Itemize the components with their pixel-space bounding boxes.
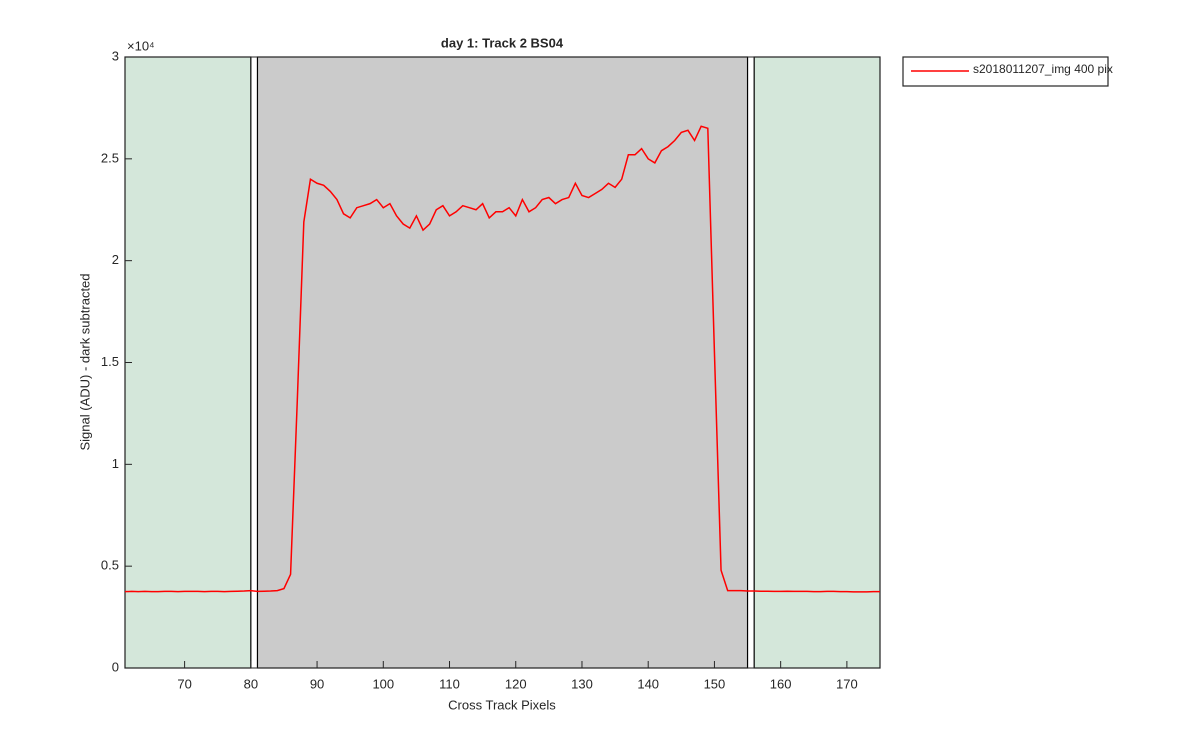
x-tick-label: 130	[571, 676, 593, 691]
x-tick-label: 140	[637, 676, 659, 691]
shaded-region	[256, 56, 749, 669]
x-tick-label: 120	[505, 676, 527, 691]
legend-label: s2018011207_img 400 pix	[973, 62, 1113, 76]
y-tick-label: 0.5	[101, 558, 119, 573]
y-tick-label: 1.5	[101, 354, 119, 369]
shaded-region	[124, 56, 252, 669]
x-tick-label: 170	[836, 676, 858, 691]
y-tick-label: 0	[112, 659, 119, 674]
x-axis-label: Cross Track Pixels	[448, 697, 556, 712]
x-tick-label: 90	[310, 676, 324, 691]
y-tick-label: 3	[112, 48, 119, 63]
y-axis-label: Signal (ADU) - dark subtracted	[77, 273, 92, 450]
x-tick-label: 100	[372, 676, 394, 691]
y-tick-label: 1	[112, 456, 119, 471]
shaded-region	[753, 56, 881, 669]
data-line	[124, 125, 880, 593]
x-tick-label: 110	[439, 676, 460, 691]
chart-title: day 1: Track 2 BS04	[441, 35, 564, 50]
y-tick-label: 2.5	[101, 150, 119, 165]
x-tick-label: 160	[770, 676, 792, 691]
x-tick-label: 80	[244, 676, 258, 691]
axes-box	[124, 56, 881, 669]
x-tick-label: 150	[704, 676, 726, 691]
x-tick-label: 70	[177, 676, 191, 691]
y-exponent-label: ×10⁴	[127, 38, 155, 53]
y-tick-label: 2	[112, 252, 119, 267]
